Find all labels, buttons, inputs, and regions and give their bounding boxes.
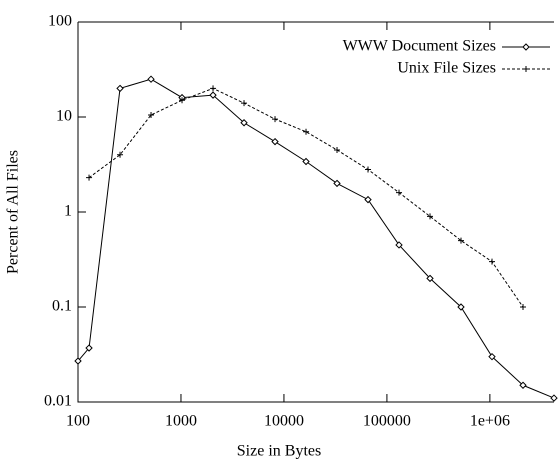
- marker: [488, 352, 496, 361]
- y-tick-label: 0.1: [52, 298, 72, 315]
- marker: [241, 100, 248, 107]
- legend-label: Unix File Sizes: [397, 60, 496, 77]
- marker: [519, 381, 527, 389]
- marker: [210, 85, 217, 92]
- marker: [85, 344, 93, 352]
- x-tick-label: 1000: [165, 413, 197, 430]
- marker: [396, 189, 403, 196]
- series-line: [77, 78, 555, 399]
- legend-label: WWW Document Sizes: [343, 38, 496, 55]
- marker: [271, 137, 279, 146]
- marker: [74, 357, 82, 365]
- marker: [457, 303, 465, 311]
- marker: [364, 195, 372, 204]
- y-tick-label: 10: [56, 108, 72, 125]
- marker: [302, 157, 310, 166]
- marker: [520, 304, 527, 310]
- y-tick-label: 100: [48, 13, 72, 30]
- marker: [209, 91, 217, 99]
- marker: [427, 213, 434, 220]
- marker: [333, 179, 341, 188]
- y-tick-label: 1: [64, 203, 72, 220]
- y-tick-label: 0.01: [44, 393, 72, 410]
- x-tick-label: 1e+06: [470, 413, 510, 430]
- marker: [116, 84, 124, 93]
- marker: [86, 174, 93, 181]
- marker: [550, 394, 558, 402]
- marker: [522, 43, 530, 51]
- marker: [179, 97, 186, 104]
- marker: [489, 258, 496, 265]
- marker: [147, 75, 155, 83]
- marker: [426, 274, 434, 283]
- x-tick-label: 100: [66, 413, 90, 430]
- marker: [334, 146, 341, 153]
- marker: [240, 119, 248, 127]
- marker: [148, 111, 155, 118]
- x-axis-label: Size in Bytes: [237, 443, 321, 460]
- series-line: [88, 87, 524, 308]
- x-tick-label: 10000: [264, 413, 304, 430]
- marker: [458, 237, 465, 244]
- marker: [523, 66, 529, 72]
- x-tick-label: 100000: [363, 413, 411, 430]
- marker: [272, 116, 279, 123]
- marker: [117, 151, 124, 158]
- marker: [303, 128, 310, 135]
- y-axis-label: Percent of All Files: [5, 150, 22, 274]
- marker: [395, 241, 403, 249]
- marker: [365, 166, 372, 173]
